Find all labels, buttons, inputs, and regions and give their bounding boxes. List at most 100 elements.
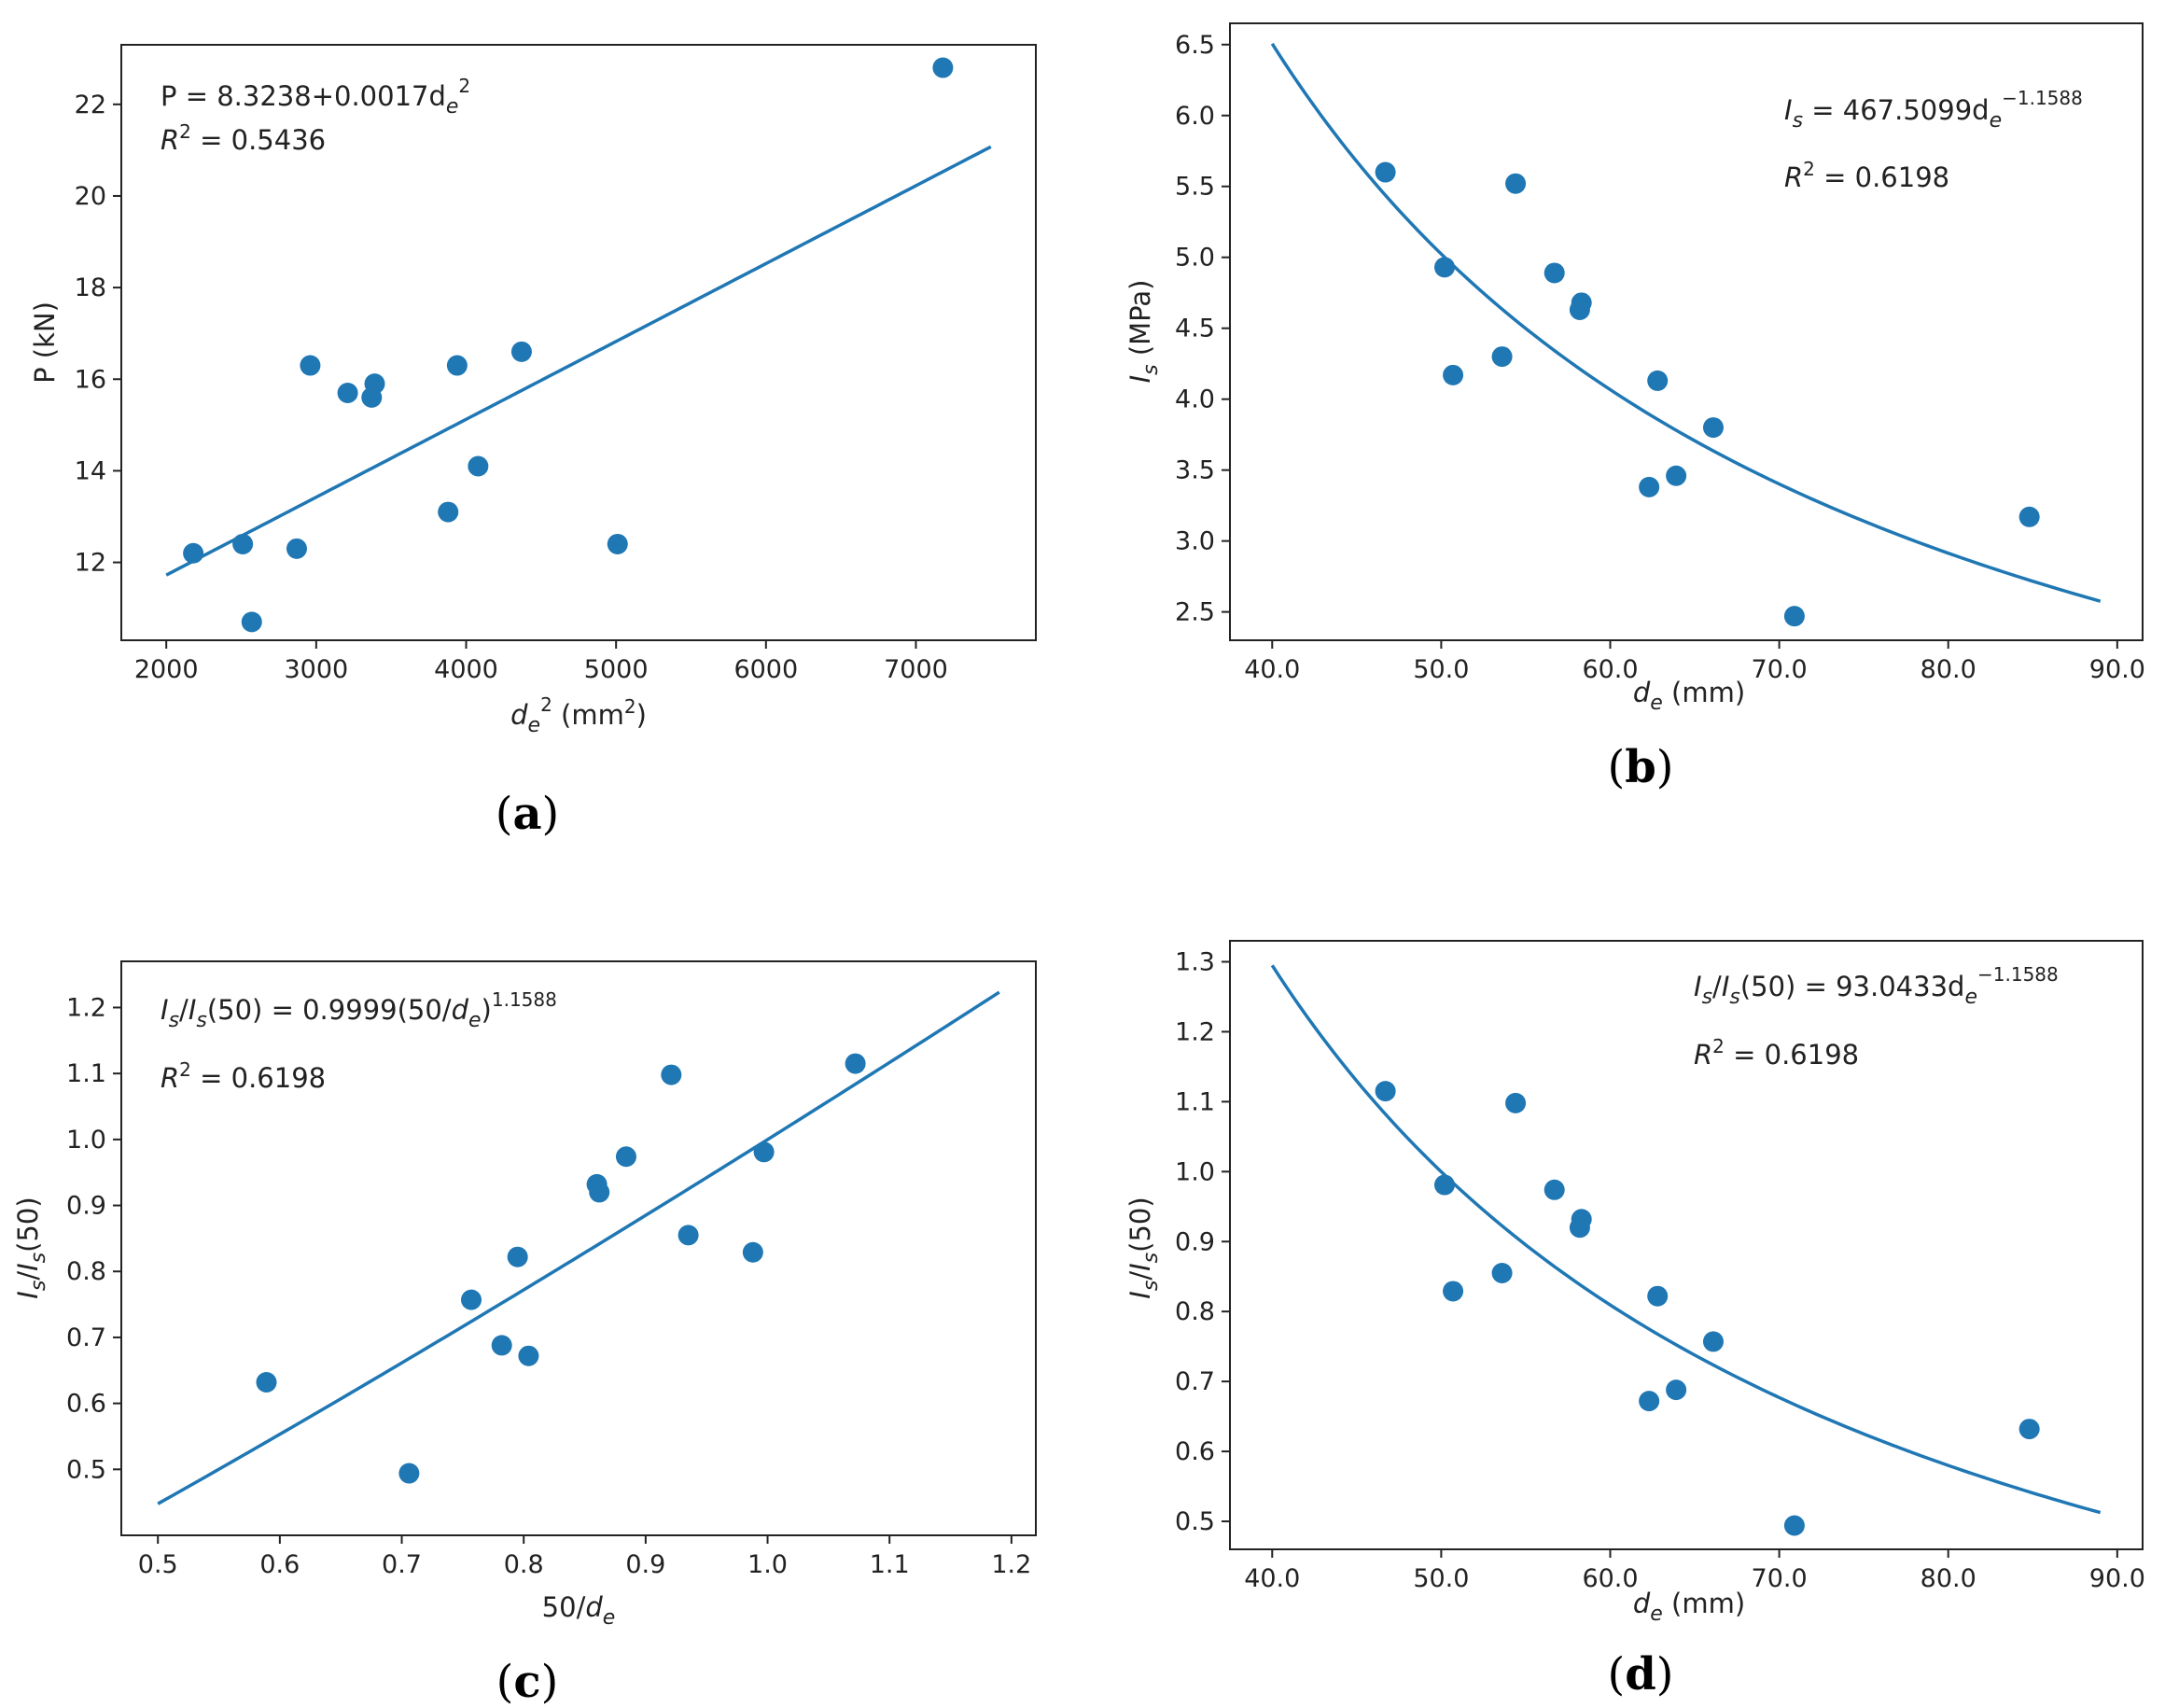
chart-c-xtick-label: 0.7 [382,1550,422,1579]
chart-c-fit-line [157,990,1000,1505]
chart-d-point [1783,1515,1805,1536]
chart-d-xtick-label: 40.0 [1244,1564,1300,1593]
chart-d-marks: 40.0 50.0 60.0 70.0 80.0 90.0 0.5 0.6 0.7 0.8 0.9 1… [1175,947,2145,1593]
chart-b-fit-line [1270,42,2102,603]
chart-a-point [468,455,489,477]
chart-d-point [1571,1209,1592,1230]
chart-d-ytick-label: 0.9 [1175,1227,1215,1256]
chart-a-xlabel: de2 (mm2) [510,693,647,737]
chart-a-xtick-label: 2000 [134,655,199,684]
chart-b-point [1639,476,1660,497]
chart-b-ytick-label: 5.0 [1175,244,1215,273]
chart-b-ytick-label: 6.0 [1175,102,1215,131]
chart-d-point [1491,1262,1513,1283]
chart-c-equation: Is/Is(50) = 0.9999(50/de)1.1588 [161,988,557,1032]
chart-b-xtick-label: 80.0 [1921,655,1976,684]
chart-b-xtick-label: 60.0 [1582,655,1638,684]
chart-b-xtick-label: 50.0 [1413,655,1469,684]
chart-a-xtick-label: 5000 [584,655,649,684]
chart-d-point [2018,1419,2040,1440]
chart-d-point [1505,1092,1527,1113]
chart-d-ytick-label: 0.6 [1175,1437,1215,1466]
chart-c-panel-label: (c) [496,1656,559,1708]
chart-c-xtick-label: 0.8 [504,1550,544,1579]
chart-b-marks: 40.0 50.0 60.0 70.0 80.0 90.0 2.5 3.0 3.5 4.0 4.5 5… [1175,31,2145,684]
chart-d-fit-line [1270,964,2102,1515]
chart-a-point [932,57,954,78]
chart-b-ytick-label: 6.5 [1175,31,1215,60]
chart-a-point [232,533,254,554]
chart-b: 40.0 50.0 60.0 70.0 80.0 90.0 2.5 3.0 3.5 4.0 4.5 5… [1124,22,2145,793]
chart-a-equation: P = 8.3238+0.0017de2 [161,75,470,119]
chart-d-ytick-label: 1.1 [1175,1087,1215,1116]
chart-b-ytick-label: 2.5 [1175,598,1215,627]
chart-b-equation: Is = 467.5099de−1.1588 [1784,87,2083,133]
chart-c-frame [120,960,1037,1536]
chart-a: 2000 3000 4000 5000 6000 7000 12 14 16 18 20 22 P =… [29,44,1037,840]
chart-b-ytick-label: 4.0 [1175,385,1215,414]
chart-c-point [491,1335,512,1356]
chart-a-point [438,501,459,523]
chart-d-ytick-label: 0.5 [1175,1507,1215,1536]
chart-d-xtick-label: 50.0 [1413,1564,1469,1593]
chart-b-ytick-label: 5.5 [1175,173,1215,202]
chart-b-xlabel: de (mm) [1633,677,1745,715]
chart-a-ytick-label: 22 [75,91,106,119]
chart-a-xtick-label: 4000 [434,655,498,684]
chart-d: 40.0 50.0 60.0 70.0 80.0 90.0 0.5 0.6 0.7 0.8 0.9 1… [1124,940,2145,1701]
chart-b-point [1666,465,1687,486]
chart-b-point [1702,417,1724,439]
chart-c-point [589,1182,610,1203]
chart-c-marks: 0.5 0.6 0.7 0.8 0.9 1.0 1.1 1.2 0.5 0.6 0.7 0.8 0.9 1… [66,990,1031,1579]
chart-b-point [1375,161,1396,183]
chart-d-r2: R2 = 0.6198 [1694,1035,1859,1071]
chart-a-ytick-label: 16 [75,365,106,394]
chart-d-xtick-label: 60.0 [1582,1564,1638,1593]
chart-d-panel-label: (d) [1607,1648,1673,1701]
chart-b-ytick-label: 3.0 [1175,527,1215,556]
chart-d-ytick-label: 1.3 [1175,947,1215,976]
chart-a-fit-line [165,145,992,577]
chart-d-point [1639,1391,1660,1412]
chart-d-point [1647,1285,1669,1307]
chart-a-xtick-label: 6000 [733,655,798,684]
chart-d-point [1443,1281,1464,1302]
chart-c-xtick-label: 1.2 [991,1550,1031,1579]
chart-c-ytick-label: 0.8 [66,1257,106,1286]
chart-a-point [183,542,204,564]
chart-c-point [461,1289,482,1310]
chart-c-xtick-label: 0.6 [259,1550,300,1579]
chart-a-ytick-label: 14 [75,456,106,485]
chart-d-point [1375,1081,1396,1102]
chart-b-point [1434,257,1456,278]
chart-a-point [300,355,321,376]
chart-c-ytick-label: 1.2 [66,993,106,1022]
chart-a-point [364,373,385,395]
chart-b-point [1543,262,1565,284]
chart-d-ylabel: Is/Is(50) [1124,1197,1163,1298]
chart-d-point [1666,1379,1687,1401]
chart-b-point [1505,173,1527,194]
chart-c-point [677,1225,699,1246]
chart-c-point [518,1345,539,1366]
chart-b-xtick-label: 40.0 [1244,655,1300,684]
chart-c-point [742,1241,763,1263]
chart-d-ytick-label: 1.2 [1175,1017,1215,1046]
chart-a-ytick-label: 20 [75,182,106,211]
chart-d-xtick-label: 90.0 [2089,1564,2145,1593]
chart-b-r2: R2 = 0.6198 [1784,158,1949,193]
chart-c-point [661,1064,682,1085]
chart-a-ytick-label: 18 [75,273,106,302]
chart-b-ytick-label: 3.5 [1175,456,1215,485]
chart-c-point [615,1146,636,1168]
chart-b-ylabel: Is (MPa) [1124,280,1163,384]
chart-c-xtick-label: 1.1 [870,1550,910,1579]
chart-c-ytick-label: 0.6 [66,1390,106,1419]
chart-c-ylabel: Is/Is(50) [12,1197,50,1298]
chart-c-xtick-label: 0.5 [138,1550,178,1579]
chart-a-xtick-label: 3000 [284,655,348,684]
chart-b-frame [1229,22,2144,641]
chart-c-ytick-label: 0.9 [66,1192,106,1221]
chart-d-ytick-label: 0.7 [1175,1367,1215,1396]
